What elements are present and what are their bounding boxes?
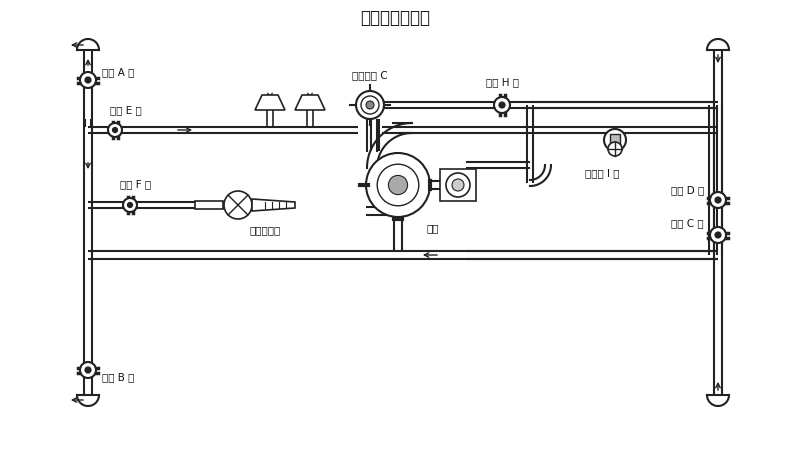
- Circle shape: [714, 231, 722, 239]
- Circle shape: [108, 123, 122, 137]
- Circle shape: [710, 192, 726, 208]
- Polygon shape: [707, 395, 729, 406]
- Circle shape: [127, 202, 133, 208]
- Text: 三通球阀 C: 三通球阀 C: [352, 70, 388, 80]
- Circle shape: [446, 173, 470, 197]
- Circle shape: [85, 366, 92, 373]
- Circle shape: [224, 191, 252, 219]
- Text: 球阀 D 开: 球阀 D 开: [670, 185, 704, 195]
- Text: 球阀 A 开: 球阀 A 开: [102, 67, 134, 77]
- Circle shape: [123, 198, 137, 212]
- Text: 洒水、浇灌花木: 洒水、浇灌花木: [360, 9, 430, 27]
- Circle shape: [85, 76, 92, 84]
- Circle shape: [378, 164, 419, 206]
- Bar: [195, 201, 223, 209]
- Text: 水泵: 水泵: [426, 223, 439, 233]
- Polygon shape: [295, 95, 325, 110]
- Bar: [610, 134, 620, 146]
- Circle shape: [112, 127, 118, 133]
- Circle shape: [498, 101, 506, 108]
- Circle shape: [366, 101, 374, 109]
- Polygon shape: [77, 39, 99, 50]
- Text: 球阀 H 关: 球阀 H 关: [486, 77, 518, 87]
- Circle shape: [608, 142, 622, 156]
- Circle shape: [714, 196, 722, 203]
- Circle shape: [494, 97, 510, 113]
- Polygon shape: [252, 199, 295, 211]
- Text: 球阀 E 开: 球阀 E 开: [110, 105, 142, 115]
- Polygon shape: [707, 39, 729, 50]
- Circle shape: [604, 129, 626, 151]
- Circle shape: [710, 227, 726, 243]
- Text: 球阀 C 开: 球阀 C 开: [671, 218, 704, 228]
- Text: 球阀 B 开: 球阀 B 开: [102, 372, 134, 382]
- Circle shape: [80, 362, 96, 378]
- Circle shape: [452, 179, 464, 191]
- Text: 消防栖 I 关: 消防栖 I 关: [585, 168, 619, 178]
- Circle shape: [366, 153, 430, 217]
- Circle shape: [356, 91, 384, 119]
- Circle shape: [80, 72, 96, 88]
- Circle shape: [389, 176, 408, 194]
- Text: 洒水炮出口: 洒水炮出口: [250, 225, 281, 235]
- Polygon shape: [77, 395, 99, 406]
- Text: 球阀 F 关: 球阀 F 关: [120, 179, 151, 189]
- Polygon shape: [255, 95, 285, 110]
- Bar: [440, 169, 476, 201]
- Circle shape: [361, 96, 379, 114]
